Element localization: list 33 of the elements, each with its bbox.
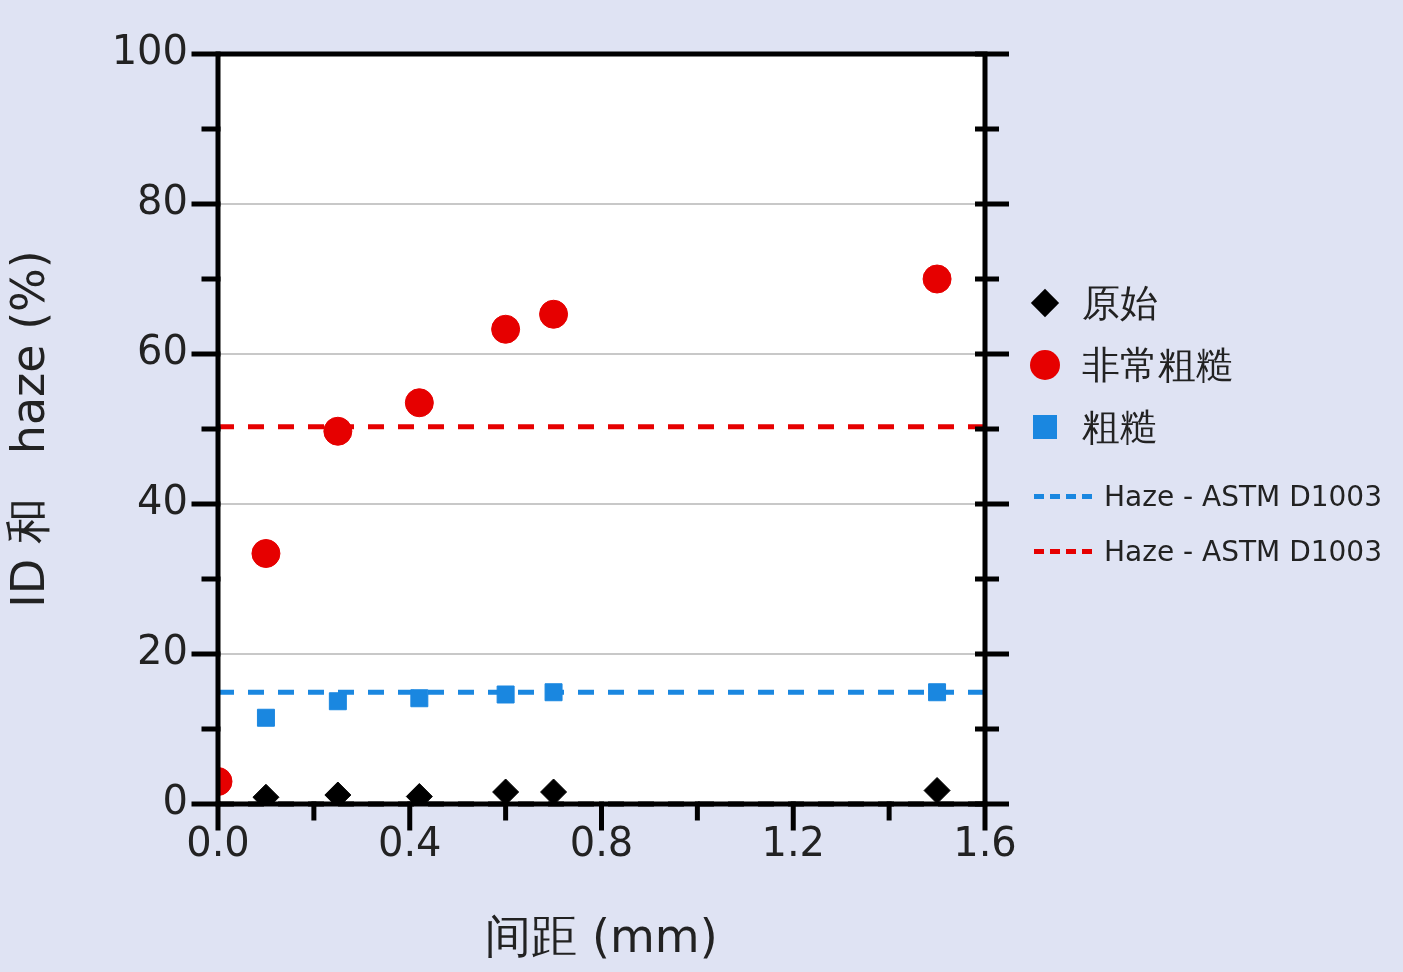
y-tick-label: 0 xyxy=(162,777,188,824)
point xyxy=(544,683,563,702)
legend-label: 粗糙 xyxy=(1082,403,1158,451)
point xyxy=(539,299,569,329)
point xyxy=(256,708,275,727)
x-axis-title: 间距 (mm) xyxy=(485,909,718,964)
legend-label: Haze - ASTM D1003 xyxy=(1104,480,1382,513)
legend-label: 非常粗糙 xyxy=(1082,341,1234,389)
point xyxy=(328,692,347,711)
y-tick-label: 100 xyxy=(111,27,188,74)
point xyxy=(492,778,520,804)
y-axis-title: ID 和 haze (%) xyxy=(0,250,55,608)
point xyxy=(251,539,281,568)
legend-label: Haze - ASTM D1003 xyxy=(1104,535,1382,568)
point xyxy=(923,777,951,804)
x-tick-label: 0.8 xyxy=(569,819,634,866)
y-tick-label: 20 xyxy=(137,627,188,674)
point xyxy=(496,685,515,704)
y-tick-label: 40 xyxy=(137,477,188,524)
point xyxy=(404,388,434,418)
x-tick-label: 0.0 xyxy=(186,819,250,866)
point xyxy=(323,416,353,446)
legend-label: 原始 xyxy=(1082,279,1158,327)
x-tick-label: 0.4 xyxy=(377,819,442,866)
x-tick-label: 1.2 xyxy=(761,819,826,866)
point xyxy=(928,683,947,702)
point xyxy=(410,689,429,708)
point xyxy=(491,314,521,344)
y-tick-label: 80 xyxy=(137,177,188,224)
x-tick-label: 1.6 xyxy=(953,819,1017,866)
y-tick-label: 60 xyxy=(137,327,188,374)
point xyxy=(922,264,952,294)
point xyxy=(540,778,568,804)
